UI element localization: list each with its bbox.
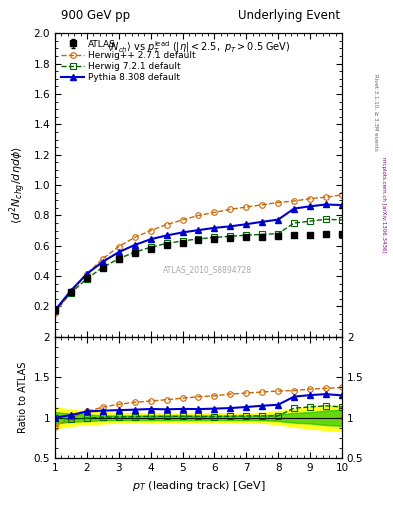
Herwig++ 2.7.1 default (308, 196, 312, 202)
Pythia 8.308 default (308, 203, 312, 209)
Herwig++ 2.7.1 default (164, 221, 169, 227)
Herwig++ 2.7.1 default (196, 212, 201, 219)
Pythia 8.308 default (228, 223, 233, 229)
Herwig++ 2.7.1 default (228, 206, 233, 212)
Herwig++ 2.7.1 default (84, 271, 89, 277)
Herwig++ 2.7.1 default (244, 204, 249, 210)
Pythia 8.308 default (180, 229, 185, 236)
Text: 900 GeV pp: 900 GeV pp (61, 9, 130, 22)
Text: Rivet 3.1.10, ≥ 3.3M events: Rivet 3.1.10, ≥ 3.3M events (373, 74, 378, 151)
Herwig 7.2.1 default (53, 307, 57, 313)
Pythia 8.308 default (69, 287, 73, 293)
Herwig 7.2.1 default (69, 290, 73, 296)
Herwig 7.2.1 default (244, 232, 249, 238)
Pythia 8.308 default (276, 217, 281, 223)
Herwig 7.2.1 default (132, 249, 137, 255)
Herwig 7.2.1 default (276, 230, 281, 237)
Herwig++ 2.7.1 default (148, 227, 153, 233)
Herwig++ 2.7.1 default (101, 255, 105, 262)
Pythia 8.308 default (116, 249, 121, 255)
Pythia 8.308 default (132, 242, 137, 248)
Pythia 8.308 default (164, 232, 169, 239)
Pythia 8.308 default (323, 201, 328, 207)
Herwig++ 2.7.1 default (116, 243, 121, 249)
Text: Underlying Event: Underlying Event (238, 9, 340, 22)
Pythia 8.308 default (101, 259, 105, 265)
Line: Pythia 8.308 default: Pythia 8.308 default (51, 201, 345, 314)
Herwig 7.2.1 default (84, 275, 89, 282)
Herwig 7.2.1 default (260, 231, 264, 238)
Herwig 7.2.1 default (116, 255, 121, 262)
Herwig++ 2.7.1 default (69, 289, 73, 295)
Herwig++ 2.7.1 default (132, 234, 137, 241)
Herwig 7.2.1 default (212, 234, 217, 241)
Herwig 7.2.1 default (148, 244, 153, 250)
Pythia 8.308 default (292, 205, 296, 211)
Herwig++ 2.7.1 default (276, 200, 281, 206)
X-axis label: $p_T$ (leading track) [GeV]: $p_T$ (leading track) [GeV] (132, 479, 265, 493)
Pythia 8.308 default (148, 236, 153, 242)
Herwig 7.2.1 default (292, 220, 296, 226)
Herwig++ 2.7.1 default (323, 194, 328, 200)
Text: ATLAS_2010_S8894728: ATLAS_2010_S8894728 (163, 266, 252, 274)
Herwig 7.2.1 default (323, 216, 328, 222)
Pythia 8.308 default (212, 225, 217, 231)
Y-axis label: Ratio to ATLAS: Ratio to ATLAS (18, 362, 28, 433)
Pythia 8.308 default (244, 221, 249, 227)
Herwig 7.2.1 default (308, 218, 312, 224)
Line: Herwig++ 2.7.1 default: Herwig++ 2.7.1 default (52, 192, 345, 316)
Herwig++ 2.7.1 default (180, 217, 185, 223)
Pythia 8.308 default (196, 227, 201, 233)
Pythia 8.308 default (260, 219, 264, 225)
Herwig 7.2.1 default (180, 238, 185, 244)
Herwig++ 2.7.1 default (212, 209, 217, 216)
Line: Herwig 7.2.1 default: Herwig 7.2.1 default (52, 217, 345, 313)
Herwig 7.2.1 default (340, 217, 344, 223)
Pythia 8.308 default (340, 202, 344, 208)
Herwig++ 2.7.1 default (53, 310, 57, 316)
Herwig 7.2.1 default (228, 233, 233, 240)
Pythia 8.308 default (53, 307, 57, 313)
Herwig 7.2.1 default (101, 264, 105, 270)
Pythia 8.308 default (84, 271, 89, 277)
Herwig++ 2.7.1 default (292, 198, 296, 204)
Herwig++ 2.7.1 default (260, 202, 264, 208)
Herwig++ 2.7.1 default (340, 192, 344, 198)
Herwig 7.2.1 default (196, 236, 201, 242)
Herwig 7.2.1 default (164, 241, 169, 247)
Text: mcplots.cern.ch [arXiv:1306.3436]: mcplots.cern.ch [arXiv:1306.3436] (381, 157, 386, 252)
Legend: ATLAS, Herwig++ 2.7.1 default, Herwig 7.2.1 default, Pythia 8.308 default: ATLAS, Herwig++ 2.7.1 default, Herwig 7.… (59, 38, 197, 84)
Text: $\langle N_{ch}\rangle$ vs $p_T^{\rm lead}$ $(|\eta| < 2.5,\ p_T > 0.5$ GeV$)$: $\langle N_{ch}\rangle$ vs $p_T^{\rm lea… (107, 39, 290, 56)
Y-axis label: $\langle d^2 N_{chg}/d\eta d\phi\rangle$: $\langle d^2 N_{chg}/d\eta d\phi\rangle$ (7, 146, 28, 224)
